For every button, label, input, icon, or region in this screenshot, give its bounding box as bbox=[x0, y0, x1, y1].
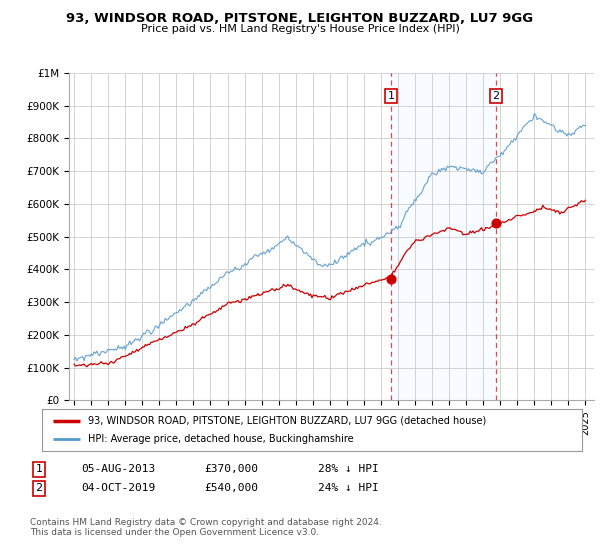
Text: HPI: Average price, detached house, Buckinghamshire: HPI: Average price, detached house, Buck… bbox=[88, 434, 353, 444]
Text: 05-AUG-2013: 05-AUG-2013 bbox=[81, 464, 155, 474]
Point bbox=[491, 219, 501, 228]
Text: 93, WINDSOR ROAD, PITSTONE, LEIGHTON BUZZARD, LU7 9GG: 93, WINDSOR ROAD, PITSTONE, LEIGHTON BUZ… bbox=[67, 12, 533, 25]
Text: Price paid vs. HM Land Registry's House Price Index (HPI): Price paid vs. HM Land Registry's House … bbox=[140, 24, 460, 34]
Text: 93, WINDSOR ROAD, PITSTONE, LEIGHTON BUZZARD, LU7 9GG (detached house): 93, WINDSOR ROAD, PITSTONE, LEIGHTON BUZ… bbox=[88, 416, 486, 426]
Text: £370,000: £370,000 bbox=[204, 464, 258, 474]
Text: 28% ↓ HPI: 28% ↓ HPI bbox=[318, 464, 379, 474]
Text: Contains HM Land Registry data © Crown copyright and database right 2024.
This d: Contains HM Land Registry data © Crown c… bbox=[30, 518, 382, 538]
Text: 2: 2 bbox=[35, 483, 43, 493]
Bar bbox=[391, 73, 496, 400]
Text: £540,000: £540,000 bbox=[204, 483, 258, 493]
Text: 1: 1 bbox=[388, 91, 395, 101]
Text: 24% ↓ HPI: 24% ↓ HPI bbox=[318, 483, 379, 493]
Text: 04-OCT-2019: 04-OCT-2019 bbox=[81, 483, 155, 493]
Text: 2: 2 bbox=[493, 91, 500, 101]
Point bbox=[386, 275, 396, 284]
Text: 1: 1 bbox=[35, 464, 43, 474]
